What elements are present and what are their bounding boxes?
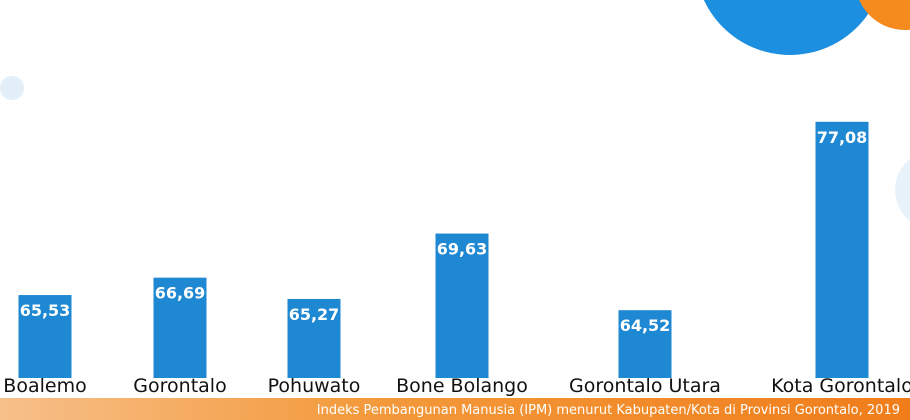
decor-circle: [895, 158, 910, 222]
value-label: 65,53: [20, 301, 71, 320]
x-tick-label: Gorontalo: [133, 375, 226, 397]
bar: [815, 121, 869, 379]
caption: Indeks Pembangunan Manusia (IPM) menurut…: [317, 403, 900, 418]
value-label: 65,27: [289, 305, 340, 324]
x-tick-label: Pohuwato: [268, 375, 361, 397]
bar: [287, 298, 341, 378]
bar: [153, 277, 207, 378]
bar: [18, 295, 72, 378]
value-label: 64,52: [620, 316, 671, 335]
value-label: 69,63: [437, 240, 488, 259]
x-tick-label: Bone Bolango: [396, 375, 528, 397]
bar: [435, 233, 489, 378]
x-tick-label: Kota Gorontalo: [771, 375, 910, 397]
decor-dot: [0, 76, 24, 100]
value-label: 77,08: [817, 128, 868, 147]
decor-circle: [859, 0, 910, 30]
footer-band: [0, 398, 910, 420]
bar: [618, 310, 672, 378]
x-tick-label: Boalemo: [3, 375, 86, 397]
x-tick-label: Gorontalo Utara: [569, 375, 721, 397]
value-label: 66,69: [155, 284, 206, 303]
decor-circle: [703, 0, 877, 55]
